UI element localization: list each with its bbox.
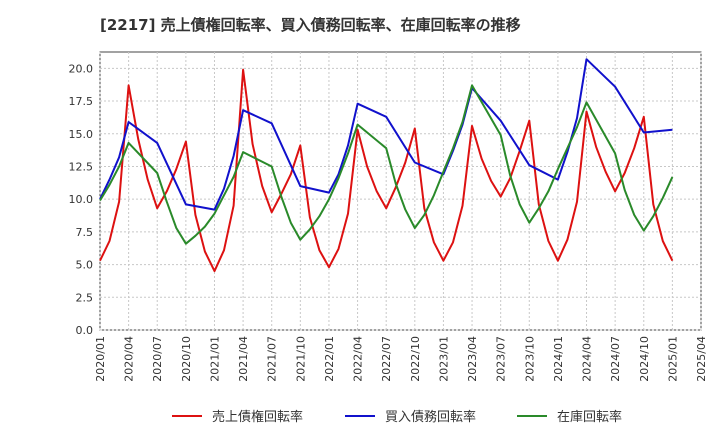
x-tick-label: 2021/04 [237, 336, 250, 382]
legend-label-3: 在庫回転率 [557, 409, 622, 425]
x-tick-label: 2024/07 [609, 336, 622, 382]
y-tick-label: 17.5 [69, 95, 94, 108]
y-tick-label: 15.0 [69, 128, 94, 141]
series-line-2 [99, 58, 673, 211]
y-tick-label: 0.0 [76, 324, 94, 337]
legend-label-2: 買入債務回転率 [385, 409, 476, 425]
x-tick-label: 2022/10 [409, 336, 422, 382]
x-tick-label: 2023/04 [466, 336, 479, 382]
x-tick-label: 2020/10 [180, 336, 193, 382]
y-tick-label: 5.0 [76, 259, 94, 272]
series-line-3 [99, 84, 674, 245]
y-tick-label: 7.5 [76, 226, 94, 239]
x-tick-label: 2022/01 [323, 336, 336, 382]
plot-area [99, 51, 702, 331]
x-tick-label: 2022/04 [352, 336, 365, 382]
x-tick-label: 2024/01 [552, 336, 565, 382]
y-tick-label: 10.0 [69, 193, 94, 206]
x-tick-label: 2020/07 [151, 336, 164, 382]
x-tick-label: 2023/10 [523, 336, 536, 382]
series-line-1 [99, 68, 674, 273]
x-tick-label: 2023/01 [437, 336, 450, 382]
y-tick-label: 20.0 [69, 62, 94, 75]
x-tick-label: 2021/07 [266, 336, 279, 382]
x-tick-label: 2024/10 [638, 336, 651, 382]
y-tick-label: 2.5 [76, 291, 94, 304]
x-tick-label: 2021/10 [294, 336, 307, 382]
x-tick-label: 2020/01 [94, 336, 107, 382]
x-tick-label: 2022/07 [380, 336, 393, 382]
chart-title: [2217] 売上債権回転率、買入債務回転率、在庫回転率の推移 [100, 16, 521, 34]
x-tick-label: 2021/01 [208, 336, 221, 382]
x-tick-label: 2025/01 [666, 336, 679, 382]
legend-label-1: 売上債権回転率 [212, 409, 303, 425]
x-tick-label: 2023/07 [495, 336, 508, 382]
x-tick-label: 2024/04 [581, 336, 594, 382]
x-tick-label: 2020/04 [123, 336, 136, 382]
x-tick-label: 2025/04 [695, 336, 708, 382]
y-tick-label: 12.5 [69, 160, 94, 173]
